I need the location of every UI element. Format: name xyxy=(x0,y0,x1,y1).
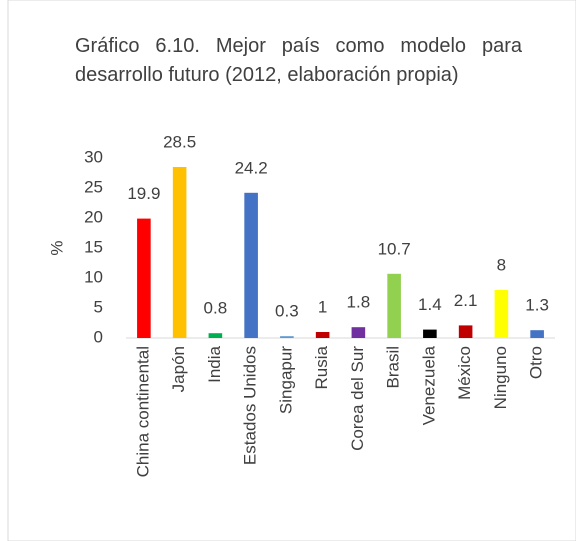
frame xyxy=(7,0,576,541)
chart-title: Gráfico 6.10. Mejor país como modelo par… xyxy=(75,35,522,86)
data-label: 19.9 xyxy=(127,184,160,203)
data-label: 0.8 xyxy=(204,299,228,318)
x-tick-label: México xyxy=(455,346,474,400)
y-tick-label: 25 xyxy=(84,177,103,196)
data-label: 1 xyxy=(318,297,327,316)
x-tick-label: Venezuela xyxy=(419,345,438,425)
bar xyxy=(387,273,401,338)
y-tick-label: 10 xyxy=(84,267,103,286)
y-axis-label: % xyxy=(47,240,66,255)
y-tick-label: 30 xyxy=(84,147,103,166)
bar xyxy=(423,329,437,338)
data-label: 2.1 xyxy=(454,291,478,310)
x-tick-label: Ninguno xyxy=(491,346,510,409)
x-tick-label: Otro xyxy=(527,346,546,379)
data-label: 10.7 xyxy=(378,239,411,258)
bar xyxy=(208,333,223,338)
x-tick-label: Estados Unidos xyxy=(241,346,260,465)
y-tick-label: 0 xyxy=(94,327,103,346)
bar xyxy=(280,336,294,338)
y-tick-label: 15 xyxy=(84,237,103,256)
bar xyxy=(494,290,509,338)
data-label: 28.5 xyxy=(163,132,196,151)
x-tick-label: Japón xyxy=(169,346,188,392)
data-label: 0.3 xyxy=(275,302,299,321)
data-label: 24.2 xyxy=(235,158,268,177)
y-tick-label: 20 xyxy=(84,207,103,226)
y-tick-label: 5 xyxy=(94,297,103,316)
data-label: 1.4 xyxy=(418,295,442,314)
bar xyxy=(351,327,366,338)
bar xyxy=(458,325,473,338)
x-tick-label: Brasil xyxy=(384,346,403,389)
x-tick-label: China continental xyxy=(133,346,152,477)
x-tick-label: Corea del Sur xyxy=(348,346,367,451)
data-label: 1.3 xyxy=(525,296,549,315)
bar xyxy=(172,167,187,338)
data-label: 8 xyxy=(497,255,506,274)
bar xyxy=(244,192,258,338)
x-tick-label: Singapur xyxy=(276,346,295,414)
bar xyxy=(137,218,151,338)
x-tick-label: Rusia xyxy=(312,345,331,389)
data-label: 1.8 xyxy=(347,293,371,312)
x-tick-label: India xyxy=(205,345,224,382)
bar xyxy=(530,330,544,338)
bar xyxy=(315,332,330,338)
